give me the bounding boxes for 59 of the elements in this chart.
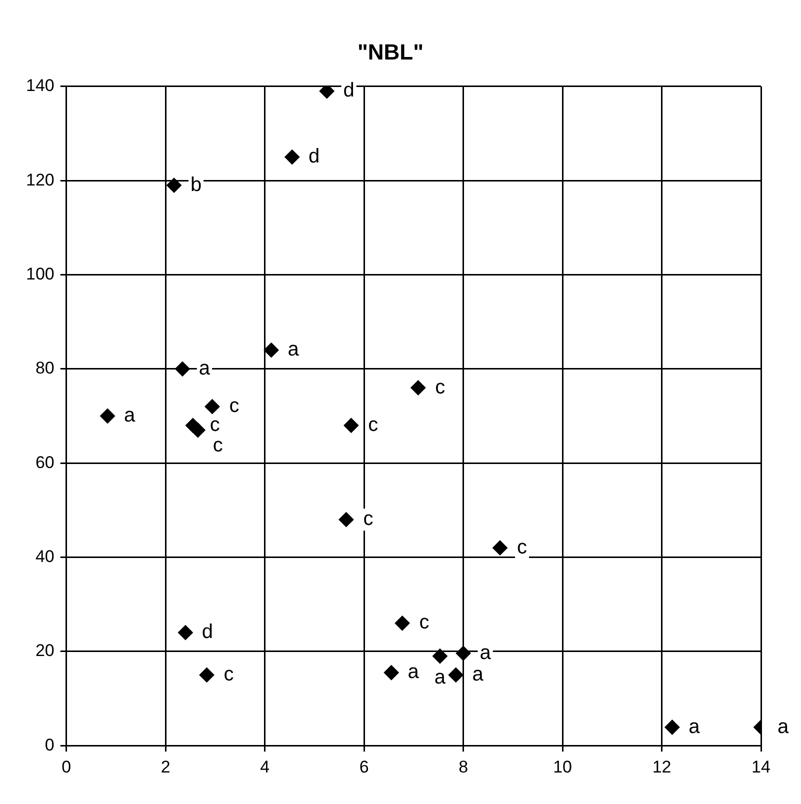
annotation: a (688, 716, 701, 738)
point (448, 667, 464, 682)
annotation: d (202, 621, 214, 644)
y-tick-label: 120 (26, 170, 54, 190)
annotation: c (419, 612, 430, 634)
annotation: c (224, 663, 234, 686)
point (456, 646, 471, 661)
annotation: a (472, 663, 484, 686)
point (178, 625, 193, 640)
y-tick-label: 20 (35, 641, 54, 660)
x-tick-label: 6 (359, 757, 369, 776)
x-tick-label: 14 (752, 757, 770, 776)
annotation: a (288, 338, 300, 361)
annotation: c (435, 376, 446, 398)
x-tick-label: 2 (160, 757, 170, 776)
x-tick-label: 10 (553, 757, 572, 776)
x-tick-label: 4 (260, 757, 270, 776)
annotation: c (517, 536, 528, 558)
annotation: c (210, 414, 220, 436)
point (199, 667, 214, 682)
annotation: a (198, 357, 211, 380)
annotation: c (363, 508, 374, 530)
annotation: a (777, 716, 790, 738)
annotation: c (229, 395, 240, 418)
point (204, 399, 220, 414)
annotation: c (368, 414, 378, 436)
annotation: c (212, 434, 223, 457)
point (394, 616, 410, 631)
point (492, 540, 508, 556)
x-tick-label: 8 (458, 757, 468, 776)
point (344, 418, 359, 433)
y-tick-label: 100 (26, 264, 54, 284)
point (410, 380, 426, 396)
annotation: a (408, 661, 420, 684)
annotation: d (343, 80, 354, 102)
point (338, 512, 354, 528)
point (264, 342, 279, 358)
x-tick-label: 0 (62, 757, 72, 776)
point (664, 720, 680, 735)
annotation: a (434, 666, 446, 689)
y-tick-label: 80 (35, 358, 54, 378)
point (190, 422, 206, 438)
point (432, 648, 448, 664)
point (319, 86, 334, 99)
point (166, 178, 182, 193)
point (100, 408, 116, 424)
point (174, 361, 190, 376)
chart-title: "NBL" (357, 39, 424, 64)
annotation: d (308, 146, 320, 168)
point (284, 150, 300, 165)
y-tick-label: 40 (35, 546, 54, 566)
x-tick-label: 12 (652, 757, 672, 776)
y-tick-label: 0 (44, 735, 54, 754)
annotation: a (124, 404, 136, 427)
annotation: a (480, 642, 492, 664)
y-tick-label: 140 (26, 76, 54, 96)
annotation: b (190, 174, 202, 196)
y-tick-label: 60 (35, 452, 54, 472)
point (384, 665, 399, 680)
